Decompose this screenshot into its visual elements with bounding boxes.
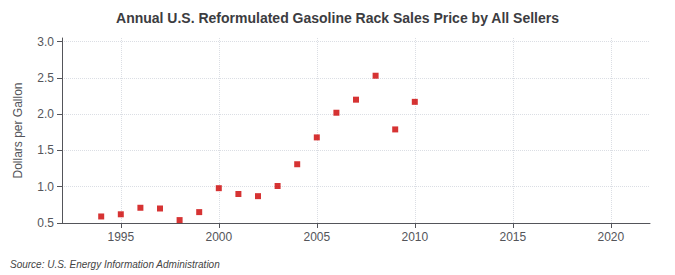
svg-text:Dollars per Gallon: Dollars per Gallon [11, 82, 25, 178]
svg-text:2000: 2000 [205, 230, 232, 244]
svg-text:2020: 2020 [597, 230, 624, 244]
svg-text:2010: 2010 [401, 230, 428, 244]
svg-text:2.5: 2.5 [37, 71, 54, 85]
svg-text:1.5: 1.5 [37, 143, 54, 157]
svg-text:Annual U.S. Reformulated Gasol: Annual U.S. Reformulated Gasoline Rack S… [116, 10, 559, 26]
svg-text:3.0: 3.0 [37, 35, 54, 49]
svg-text:2.0: 2.0 [37, 107, 54, 121]
svg-text:Source: U.S. Energy Informatio: Source: U.S. Energy Information Administ… [10, 259, 220, 270]
svg-text:1.0: 1.0 [37, 180, 54, 194]
svg-text:0.5: 0.5 [37, 216, 54, 230]
svg-text:1995: 1995 [107, 230, 134, 244]
svg-text:2005: 2005 [303, 230, 330, 244]
svg-text:2015: 2015 [499, 230, 526, 244]
